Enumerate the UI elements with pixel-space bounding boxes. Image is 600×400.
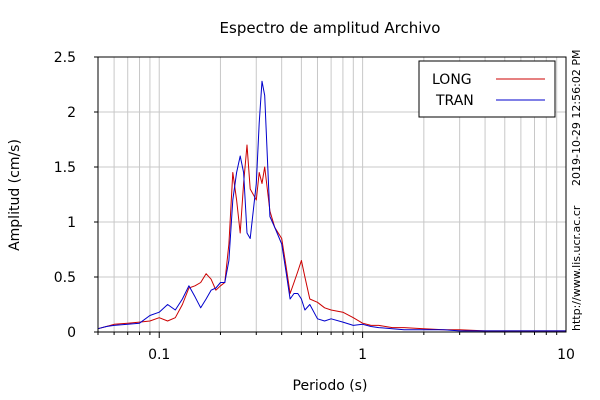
series-line-tran (97, 80, 566, 332)
x-axis-ticks: 0.1 1 10 (97, 332, 575, 363)
series-line-long (97, 144, 566, 332)
y-axis-label: Amplitud (cm/s) (7, 139, 23, 251)
legend: LONG TRAN (418, 60, 556, 118)
series-lines (97, 80, 566, 332)
side-url: http://www.lis.ucr.ac.cr (570, 205, 583, 331)
y-tick-label: 1.5 (54, 160, 76, 176)
y-axis-ticks: 0 0.5 1 1.5 2 2.5 (54, 50, 98, 341)
plot-frame (97, 56, 567, 333)
y-tick-label: 2.5 (54, 50, 76, 66)
legend-label-tran: TRAN (435, 93, 474, 109)
legend-box (418, 60, 556, 118)
x-tick-label: 1 (358, 347, 367, 363)
y-tick-label: 1 (67, 215, 76, 231)
y-tick-label: 2 (67, 105, 76, 121)
legend-label-long: LONG (432, 72, 472, 88)
y-tick-label: 0.5 (54, 270, 76, 286)
x-tick-label: 0.1 (148, 347, 170, 363)
y-tick-label: 0 (67, 325, 76, 341)
x-tick-label: 10 (557, 347, 575, 363)
x-axis-label: Periodo (s) (293, 378, 368, 394)
side-timestamp: 2019-10-29 12:56:02 PM (570, 49, 583, 186)
chart-title: Espectro de amplitud Archivo (220, 19, 441, 37)
